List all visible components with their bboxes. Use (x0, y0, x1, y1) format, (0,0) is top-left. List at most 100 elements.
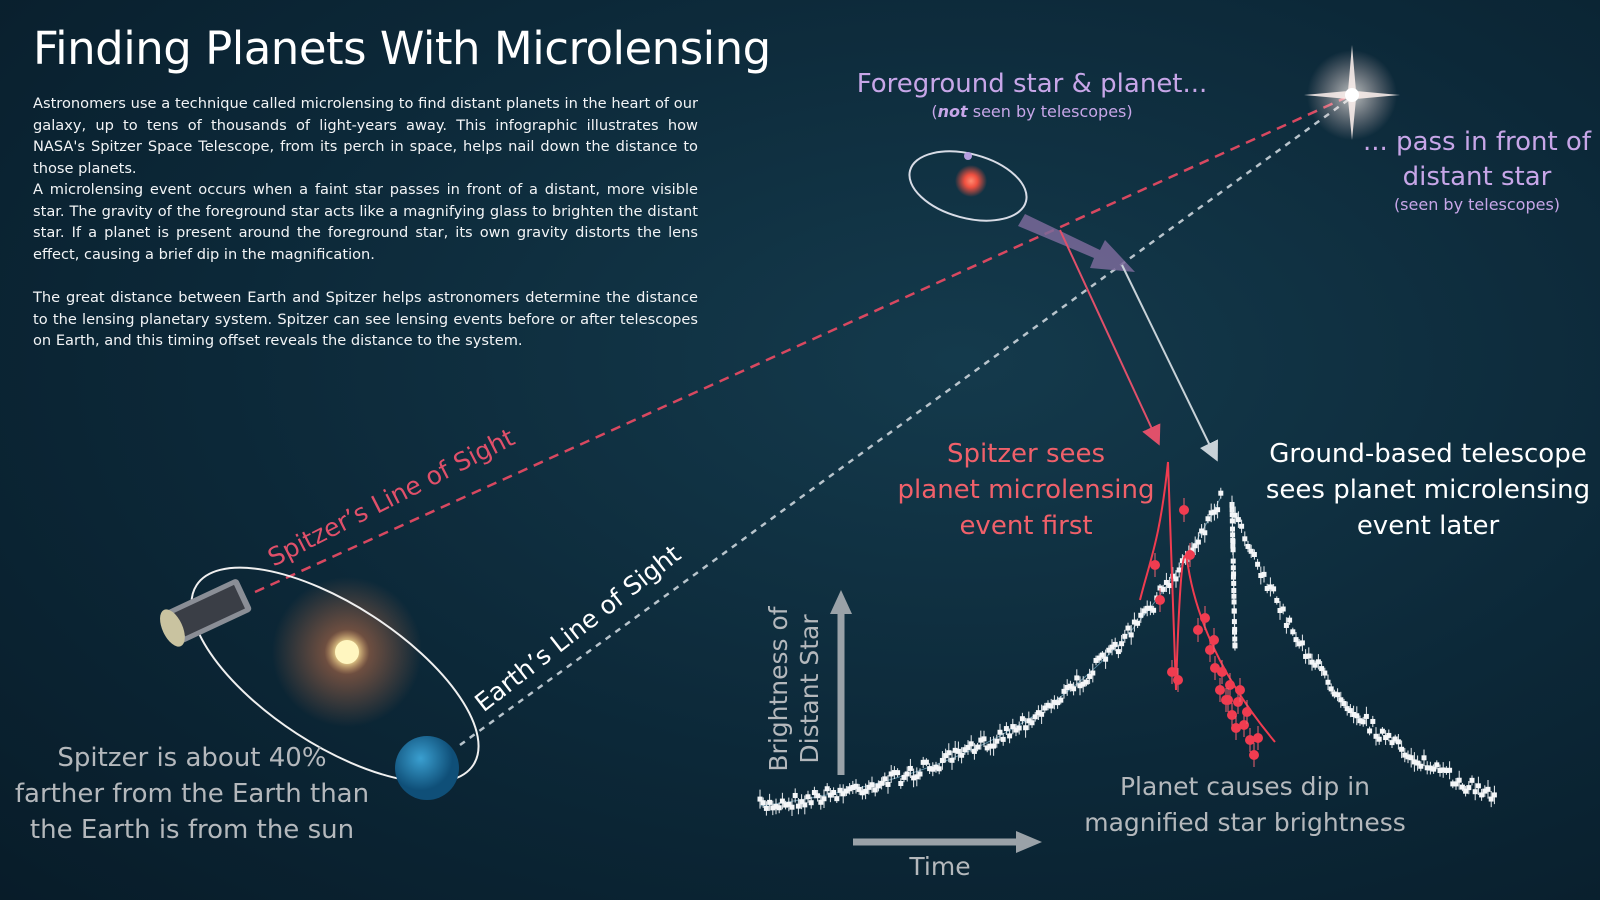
ground-point (827, 792, 833, 798)
ground-point (946, 750, 952, 756)
ground-point (1215, 507, 1221, 513)
telescope-panel (174, 584, 245, 637)
ground-point (895, 770, 901, 776)
distant-star (1345, 88, 1359, 102)
ground-point (1080, 681, 1086, 687)
ground-point (1373, 733, 1379, 739)
ground-point (1125, 625, 1131, 631)
ground-point (1440, 767, 1446, 773)
ground-point (821, 796, 827, 802)
ground-point (776, 805, 782, 811)
ground-point (1090, 670, 1096, 676)
ground-point (1293, 637, 1299, 643)
x-axis-label: Time (908, 852, 970, 881)
ground-point (1067, 683, 1073, 689)
ground-point (811, 790, 817, 796)
ground-point (1354, 713, 1360, 719)
ground-point (866, 784, 872, 790)
ground-point (1055, 700, 1061, 706)
ground-point (1010, 724, 1016, 730)
y-axis-label: Brightness of (764, 605, 793, 771)
ground-point (792, 792, 798, 798)
spitzer-point (1167, 667, 1177, 677)
ground-point (1325, 679, 1331, 685)
ground-point (1242, 536, 1248, 542)
ground-point (795, 803, 801, 809)
ground-point (1192, 543, 1198, 549)
ground-point (1475, 783, 1481, 789)
ground-point (1347, 708, 1353, 714)
spitzer-point (1193, 625, 1203, 635)
ground-point (1277, 608, 1283, 614)
ground-point (773, 803, 779, 809)
ground-point (1408, 755, 1414, 761)
ground-point (1077, 683, 1083, 689)
ground-point (1296, 641, 1302, 647)
ground-point (987, 743, 993, 749)
spitzer-sight-label: Spitzer’s Line of Sight (263, 423, 519, 573)
spitzer-point (1233, 697, 1243, 707)
distant-line: ... pass in front of (1363, 127, 1592, 157)
ground-point (1450, 781, 1456, 787)
ground-point (1424, 765, 1430, 771)
ground-point (1231, 593, 1237, 599)
ground-point (1370, 718, 1376, 724)
foreground-title: Foreground star & planet... (857, 69, 1208, 99)
ground-arrow (1121, 264, 1218, 462)
ground-point (1491, 792, 1497, 798)
ground-point (1267, 584, 1273, 590)
ground-point (1231, 608, 1237, 614)
ground-point (939, 757, 945, 763)
ground-point (856, 786, 862, 792)
ground-point (1208, 510, 1214, 516)
ground-point (1000, 736, 1006, 742)
ground-point (1459, 784, 1465, 790)
ground-point (1411, 759, 1417, 765)
ground-point (927, 766, 933, 772)
spitzer-model (1139, 461, 1276, 743)
ground-point (1319, 666, 1325, 672)
ground-point (1306, 653, 1312, 659)
ground-point (1144, 605, 1150, 611)
intro-paragraph: A microlensing event occurs when a faint… (33, 181, 698, 263)
ground-point (1058, 697, 1064, 703)
ground-point (1280, 606, 1286, 612)
ground-point (1013, 727, 1019, 733)
earth-orbit (190, 566, 480, 784)
spitzer-point (1173, 675, 1183, 685)
ground-point (1096, 655, 1102, 661)
ground-point (1231, 619, 1237, 625)
spitzer-point (1200, 613, 1210, 623)
ground-point (962, 747, 968, 753)
ground-point (1418, 763, 1424, 769)
ground-point (907, 765, 913, 771)
y-axis-label: Distant Star (795, 614, 824, 764)
ground-point (808, 800, 814, 806)
ground-point (1322, 670, 1328, 676)
spitzer-point (1227, 710, 1237, 720)
ground-point (824, 786, 830, 792)
ground-point (1421, 755, 1427, 761)
ground-point (1299, 640, 1305, 646)
ground-point (1367, 728, 1373, 734)
ground-point (1427, 765, 1433, 771)
spitzer-point (1205, 645, 1215, 655)
ground-point (1261, 571, 1267, 577)
ground-point (1093, 657, 1099, 663)
intro-paragraph: Astronomers use a technique called micro… (33, 95, 698, 177)
ground-point (997, 729, 1003, 735)
ground-point (1074, 675, 1080, 681)
ground-point (815, 793, 821, 799)
ground-point (1472, 789, 1478, 795)
ground-point (1115, 649, 1121, 655)
ground-point (831, 789, 837, 795)
ground-point (1202, 530, 1208, 536)
ground-point (1064, 685, 1070, 691)
distance-note: the Earth is from the sun (30, 815, 354, 845)
ground-point (1119, 641, 1125, 647)
spitzer-point (1179, 505, 1189, 515)
ground-point (1071, 686, 1077, 692)
ground-point (1331, 691, 1337, 697)
